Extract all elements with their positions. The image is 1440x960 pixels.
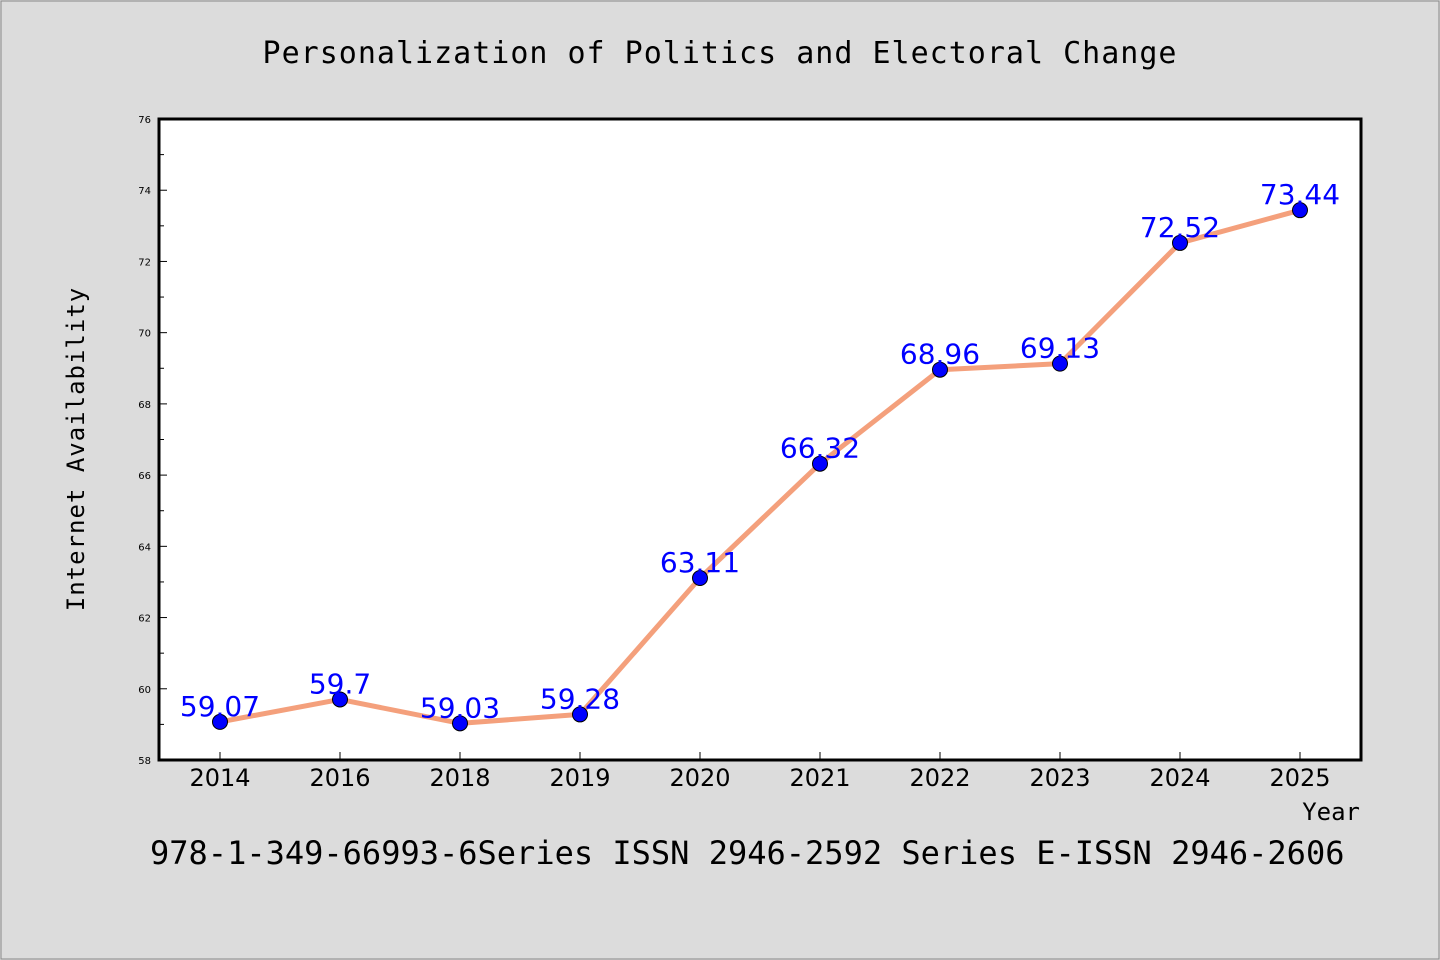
y-tick-label: 68 [138, 400, 151, 411]
y-tick-label: 58 [138, 756, 151, 767]
isbn-footer: 978-1-349-66993-6Series ISSN 2946-2592 S… [150, 834, 1344, 872]
x-tick-label: 2025 [1269, 764, 1330, 792]
data-label: 73.44 [1260, 178, 1340, 211]
y-axis-label: Internet Availability [62, 287, 90, 611]
y-tick-label: 70 [138, 329, 151, 340]
y-tick-label: 72 [138, 257, 151, 268]
plot-area [157, 117, 1363, 762]
y-tick-label: 66 [138, 471, 151, 482]
data-point [932, 361, 948, 378]
x-tick-label: 2020 [669, 764, 730, 792]
y-tick-label: 76 [138, 115, 151, 126]
x-tick-label: 2024 [1149, 764, 1210, 792]
series-line [217, 207, 1303, 726]
data-point [1052, 355, 1068, 372]
y-tick-label: 74 [138, 186, 151, 197]
data-point [692, 570, 708, 587]
data-point [1292, 202, 1308, 219]
y-tick-label: 64 [138, 542, 151, 553]
data-series: 59.07 59.7 59.03 59.28 63.11 66.32 68.96 69.13 7… [180, 178, 1340, 732]
x-axis-label: Year [1302, 798, 1360, 826]
y-axis: 58 60 62 64 66 68 70 72 74 76 [138, 115, 167, 767]
chart-title: Personalization of Politics and Electora… [263, 36, 1178, 71]
x-tick-label: 2023 [1029, 764, 1090, 792]
data-label: 59.07 [180, 690, 260, 723]
x-tick-label: 2014 [189, 764, 250, 792]
data-label: 72.52 [1140, 211, 1220, 244]
x-axis: 2014 2016 2018 2019 2020 2021 2022 2023 2024 2025 [189, 752, 1331, 792]
data-label: 69.13 [1020, 332, 1100, 365]
x-tick-label: 2016 [309, 764, 370, 792]
x-tick-label: 2021 [789, 764, 850, 792]
data-point [572, 706, 588, 723]
y-tick-label: 62 [138, 614, 151, 625]
data-point [452, 715, 468, 732]
data-point [212, 713, 228, 730]
data-point [1172, 234, 1188, 251]
x-tick-label: 2018 [429, 764, 490, 792]
data-point [812, 455, 828, 472]
data-label: 66.32 [780, 432, 860, 465]
data-point [332, 691, 348, 708]
x-tick-label: 2019 [549, 764, 610, 792]
y-tick-label: 60 [138, 685, 151, 696]
x-tick-label: 2022 [909, 764, 970, 792]
data-label: 59.03 [420, 691, 500, 724]
data-label: 59.7 [309, 667, 371, 700]
data-label: 68.96 [900, 338, 980, 371]
data-label: 59.28 [540, 682, 620, 715]
data-label: 63.11 [660, 546, 740, 579]
